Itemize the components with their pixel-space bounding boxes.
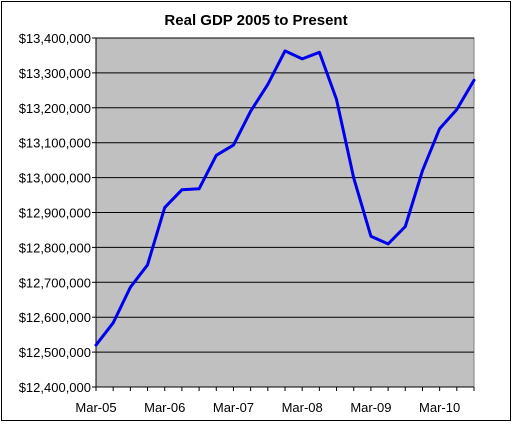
y-tick-label: $13,100,000: [19, 136, 91, 151]
y-tick-label: $13,200,000: [19, 101, 91, 116]
x-tick-label: Mar-08: [282, 400, 323, 415]
data-point: [301, 58, 304, 60]
data-point: [112, 322, 114, 324]
y-tick-label: $12,800,000: [19, 240, 91, 255]
data-point: [318, 51, 321, 54]
data-point: [198, 188, 200, 190]
x-tick-label: Mar-06: [144, 400, 185, 415]
y-tick-label: $13,400,000: [19, 31, 91, 46]
data-point: [438, 127, 441, 130]
y-tick-label: $12,400,000: [19, 380, 91, 395]
data-point: [215, 154, 218, 157]
x-tick-label: Mar-05: [75, 400, 116, 415]
y-tick-label: $12,600,000: [19, 310, 91, 325]
data-point: [352, 177, 355, 179]
plot-area: [95, 37, 475, 388]
data-point: [421, 169, 424, 172]
x-tick-label: Mar-09: [350, 400, 391, 415]
data-point: [370, 235, 372, 237]
x-tick-label: Mar-10: [419, 400, 460, 415]
x-axis-tick-labels: Mar-05 Mar-06 Mar-07 Mar-08 Mar-09 Mar-10: [75, 387, 475, 415]
data-point: [249, 110, 252, 113]
data-point: [284, 50, 286, 52]
data-point: [404, 225, 407, 228]
data-point: [146, 264, 149, 266]
y-tick-label: $12,700,000: [19, 275, 91, 290]
data-point: [456, 108, 458, 111]
data-point: [163, 206, 166, 209]
data-point: [95, 344, 97, 346]
data-point: [387, 243, 389, 245]
y-tick-label: $12,500,000: [19, 345, 91, 360]
chart-title: Real GDP 2005 to Present: [164, 12, 347, 29]
data-point: [335, 98, 338, 101]
data-point: [129, 286, 132, 289]
y-axis-tick-labels: $12,400,000 $12,500,000 $12,600,000 $12,700…: [19, 31, 96, 395]
y-tick-label: $13,300,000: [19, 66, 91, 81]
y-tick-label: $13,000,000: [19, 171, 91, 186]
y-tick-label: $12,900,000: [19, 206, 91, 221]
data-point: [267, 83, 269, 86]
x-tick-label: Mar-07: [213, 400, 254, 415]
data-point: [181, 189, 183, 191]
series-real-gdp: [94, 49, 476, 347]
data-point: [232, 144, 235, 146]
data-point: [473, 79, 475, 81]
